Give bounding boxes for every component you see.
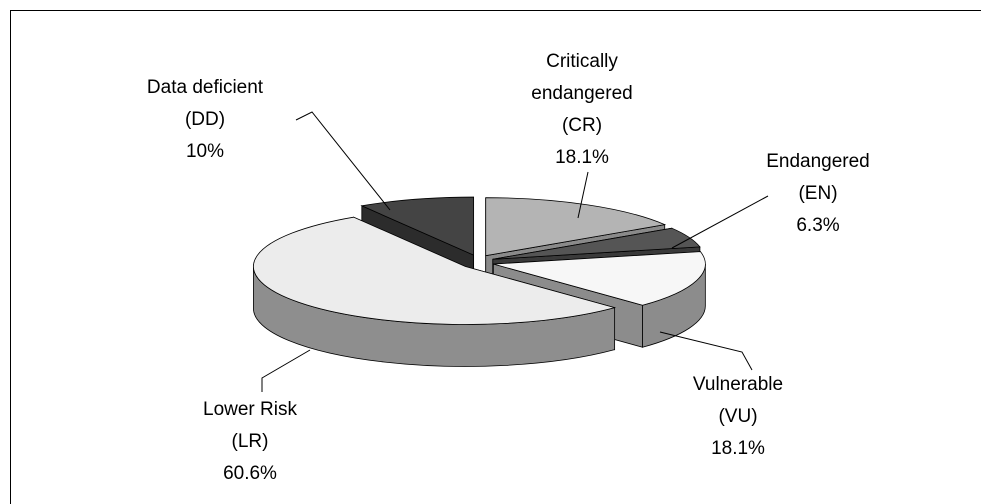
labels: Critically endangered (CR) 18.1% Endangered (… (147, 51, 870, 484)
slice-label: (LR) (232, 431, 269, 452)
value-label: 18.1% (711, 438, 765, 459)
value-label: 18.1% (555, 147, 609, 168)
slice-label: (DD) (185, 109, 225, 130)
slice (493, 251, 706, 306)
slice (253, 216, 617, 325)
slice (485, 197, 667, 257)
leader-line (261, 349, 311, 392)
slice-label: endangered (531, 83, 632, 104)
value-label: 10% (186, 141, 224, 162)
leader-line (295, 111, 391, 211)
tops (253, 196, 706, 325)
slice-label: Endangered (766, 151, 870, 172)
slice-label: Critically (546, 51, 618, 72)
slice-label: Data deficient (147, 77, 264, 98)
slice-label: Vulnerable (693, 374, 783, 395)
leader-line (659, 331, 753, 371)
leader-line (577, 171, 589, 219)
slice (360, 196, 475, 256)
value-label: 60.6% (223, 463, 277, 484)
slice-label: (CR) (562, 115, 602, 136)
leader-line (671, 195, 769, 249)
slice-label: (VU) (718, 406, 757, 427)
slice-label: Lower Risk (203, 399, 297, 420)
value-label: 6.3% (796, 215, 839, 236)
slice-label: (EN) (798, 183, 837, 204)
slice (492, 227, 701, 260)
